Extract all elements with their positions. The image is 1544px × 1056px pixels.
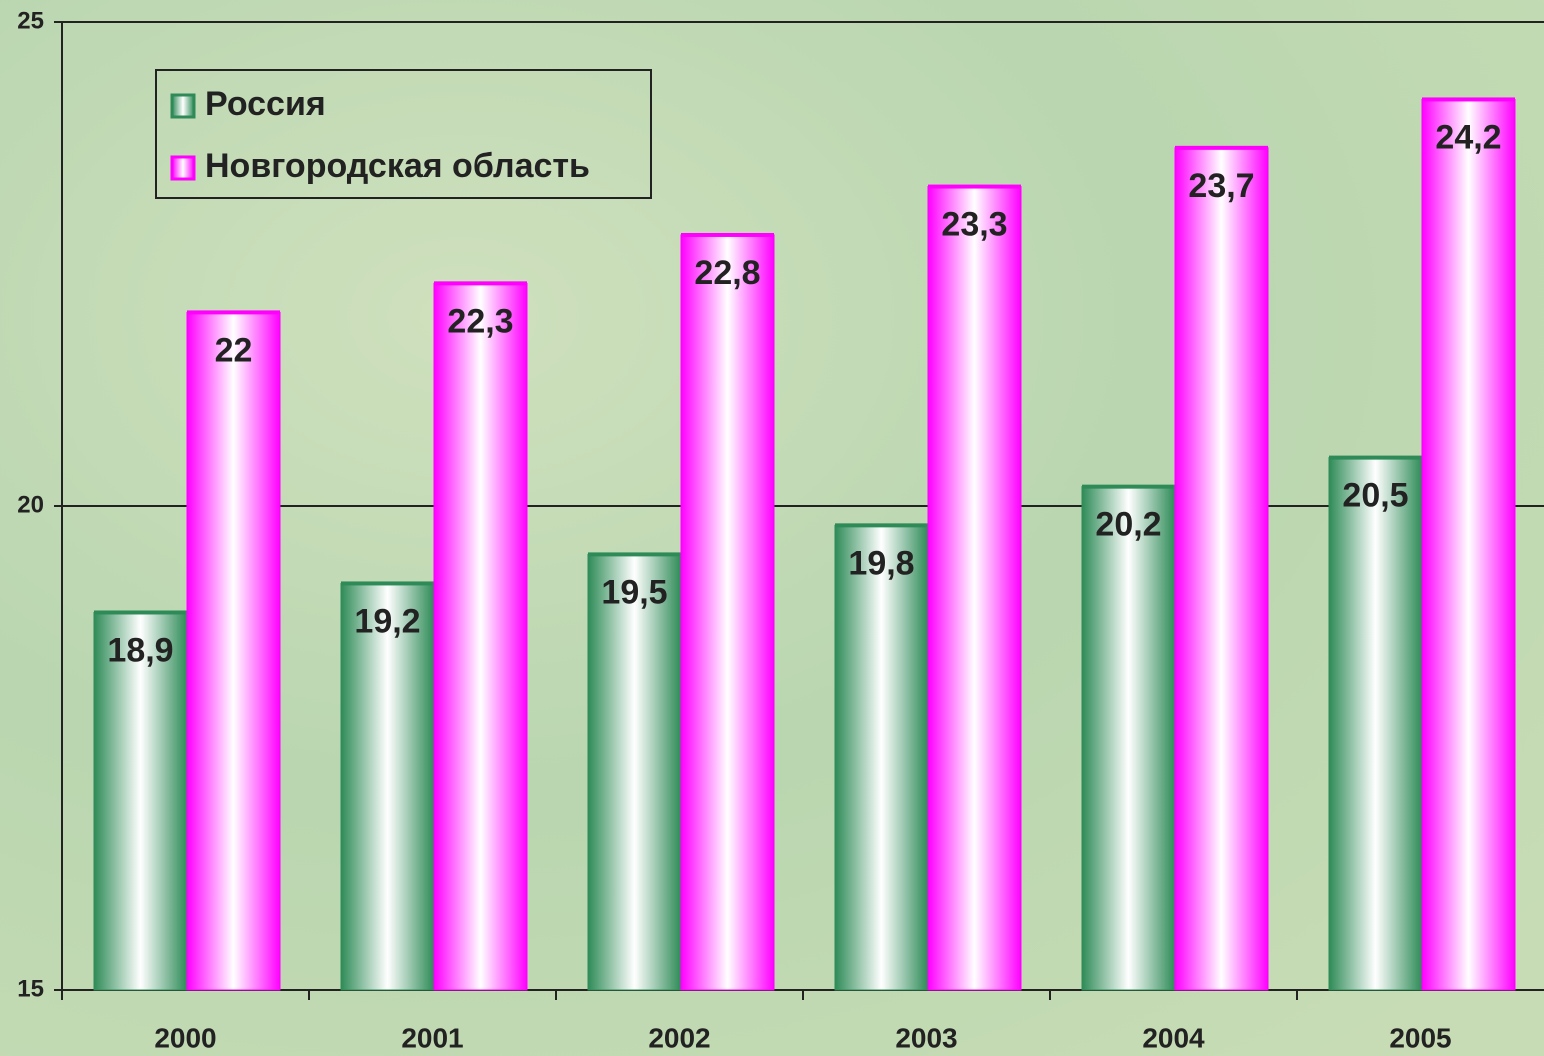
x-tick-label: 2005: [1389, 1022, 1451, 1053]
value-label: 20,5: [1342, 477, 1408, 515]
y-tick-label: 15: [17, 975, 44, 1002]
value-label: 22,3: [447, 302, 513, 340]
bar-top: [341, 581, 434, 586]
value-label: 19,2: [354, 602, 420, 640]
x-tick-label: 2002: [648, 1022, 710, 1053]
value-label: 23,3: [941, 206, 1007, 244]
value-label: 19,5: [601, 573, 667, 611]
legend-label: Россия: [205, 85, 326, 123]
bar: [1081, 486, 1176, 991]
x-tick-label: 2000: [154, 1022, 216, 1053]
bar: [1328, 457, 1423, 991]
bar-top: [1082, 484, 1175, 489]
bar-top: [94, 610, 187, 615]
value-label: 19,8: [848, 544, 914, 582]
bar: [587, 553, 682, 991]
legend-box: [155, 69, 652, 199]
bar-top: [928, 184, 1021, 189]
x-tick-label: 2001: [401, 1022, 463, 1053]
bar-top: [1175, 145, 1268, 150]
legend-swatch: [170, 93, 196, 119]
value-label: 24,2: [1435, 118, 1501, 156]
bar-top: [187, 310, 280, 315]
value-label: 23,7: [1188, 167, 1254, 205]
bar: [1174, 147, 1269, 991]
bar-top: [1329, 455, 1422, 460]
value-label: 18,9: [107, 631, 173, 669]
bar: [93, 611, 188, 991]
value-label: 22: [215, 331, 253, 369]
bar-top: [1422, 97, 1515, 102]
value-label: 22,8: [694, 254, 760, 292]
bar: [680, 234, 775, 991]
bar-top: [681, 232, 774, 237]
bar: [927, 186, 1022, 991]
bar: [186, 311, 281, 991]
bar-top: [835, 523, 928, 528]
bar: [834, 524, 929, 991]
y-tick-label: 20: [17, 491, 44, 518]
value-label: 20,2: [1095, 506, 1161, 544]
bar-top: [588, 552, 681, 557]
legend-label: Новгородская область: [205, 147, 590, 185]
bar: [433, 282, 528, 991]
y-tick-label: 25: [17, 7, 44, 34]
bar: [1421, 98, 1516, 991]
bar: [340, 582, 435, 991]
bar-top: [434, 281, 527, 286]
legend-swatch: [170, 155, 196, 181]
x-tick-label: 2003: [895, 1022, 957, 1053]
x-tick-label: 2004: [1142, 1022, 1205, 1053]
